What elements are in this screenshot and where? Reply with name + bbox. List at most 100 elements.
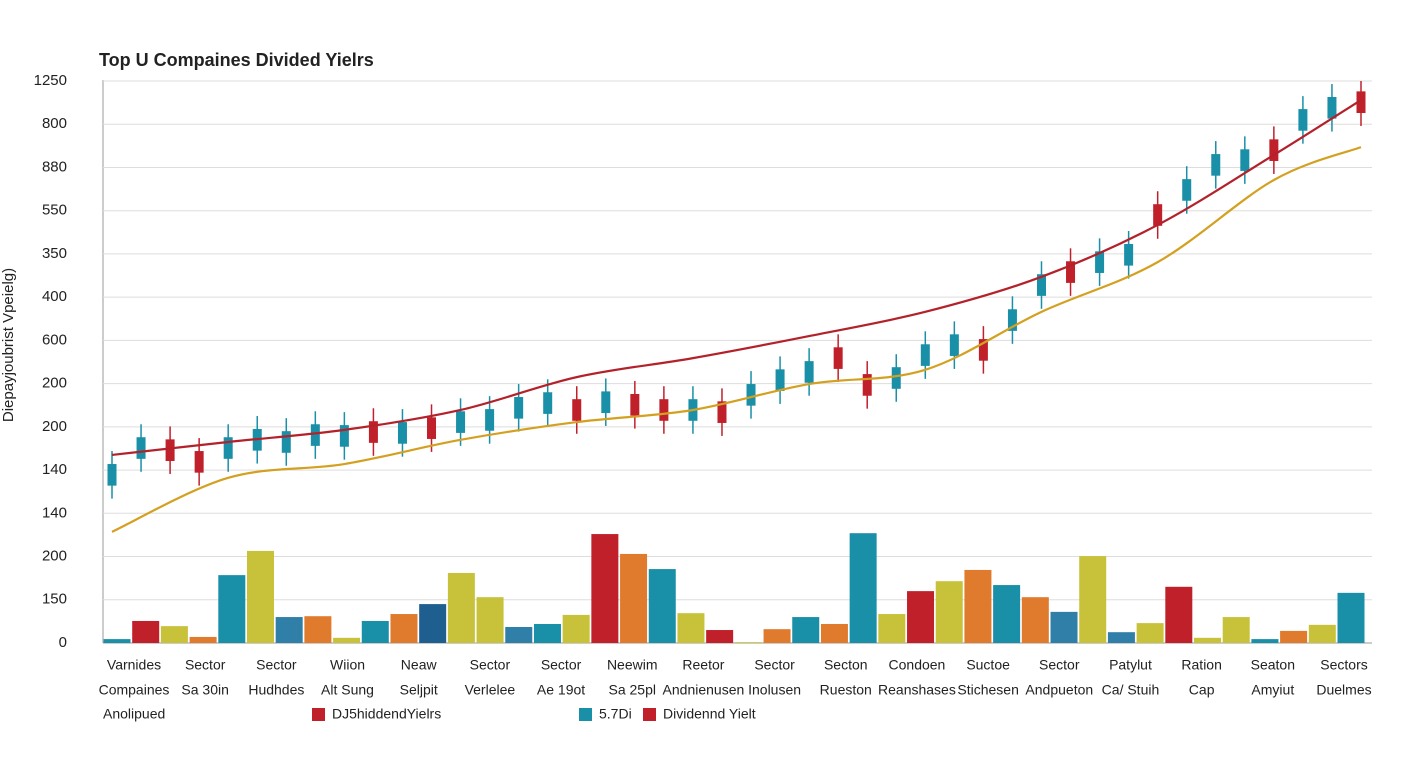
bar xyxy=(878,614,906,643)
candle-body xyxy=(978,339,988,361)
bar xyxy=(447,572,475,643)
x-tick-label: Stichesen xyxy=(957,682,1018,698)
candle-body xyxy=(427,417,437,439)
y-tick-label: 550 xyxy=(42,202,67,219)
candle-body xyxy=(1356,91,1366,113)
x-tick-label: Reanshases xyxy=(878,682,956,698)
y-tick-label: 1250 xyxy=(34,72,67,89)
x-tick-label: Sector xyxy=(256,657,297,673)
x-tick-label: Ration xyxy=(1181,657,1221,673)
y-tick-label: 140 xyxy=(42,461,67,478)
candle-body xyxy=(949,334,959,356)
candle-body xyxy=(1327,96,1337,119)
candle-body xyxy=(1095,251,1105,273)
legend-label: DJ5hiddendYielrs xyxy=(332,706,441,722)
x-tick-label: Andpueton xyxy=(1025,682,1093,698)
candle-body xyxy=(543,392,553,414)
x-tick-label: Sector xyxy=(754,657,795,673)
candle-body xyxy=(281,431,291,453)
candle-body xyxy=(194,451,204,473)
bar xyxy=(935,581,963,643)
x-tick-label: Seljpit xyxy=(400,682,438,698)
x-tick-label: Sector xyxy=(470,657,511,673)
candle-body xyxy=(659,399,669,421)
candle-body xyxy=(1182,179,1192,201)
x-tick-label: Sa 25pl xyxy=(608,682,655,698)
x-tick-label: Patylut xyxy=(1109,657,1152,673)
y-tick-label: 600 xyxy=(42,331,67,348)
candle-body xyxy=(1036,274,1046,296)
bar xyxy=(1079,556,1107,643)
y-tick-label: 800 xyxy=(42,115,67,132)
bar xyxy=(333,637,361,643)
x-tick-label: Duelmes xyxy=(1316,682,1371,698)
x-tick-label: Wiion xyxy=(330,657,365,673)
y-tick-label: 200 xyxy=(42,375,67,392)
y-tick-label: 200 xyxy=(42,548,67,565)
candle-body xyxy=(630,393,640,416)
bar xyxy=(562,614,590,643)
x-tick-label: Sectors xyxy=(1320,657,1367,673)
x-tick-label: Sector xyxy=(185,657,226,673)
bar xyxy=(218,575,246,643)
x-tick-label: Cap xyxy=(1189,682,1215,698)
bar xyxy=(964,569,992,643)
x-tick-label: Rueston xyxy=(820,682,872,698)
candle-body xyxy=(833,347,843,369)
bar xyxy=(591,534,619,643)
candle-body xyxy=(920,344,930,366)
bar xyxy=(189,636,217,643)
bar xyxy=(706,630,734,643)
x-tick-label: Sector xyxy=(1039,657,1080,673)
bar xyxy=(1194,637,1222,643)
candle-body xyxy=(746,384,756,406)
legend-label: 5.7Di xyxy=(599,706,632,722)
candle-body xyxy=(1298,109,1308,131)
candle-body xyxy=(572,399,582,421)
candle-body xyxy=(165,439,175,461)
bar xyxy=(763,629,791,643)
trend-line xyxy=(111,99,1362,457)
candle-body xyxy=(514,397,524,419)
bar xyxy=(849,533,877,643)
bar xyxy=(1308,624,1336,643)
bar xyxy=(361,620,389,643)
y-tick-label: 400 xyxy=(42,288,67,305)
x-tick-label: Condoen xyxy=(889,657,946,673)
x-tick-label: Neewim xyxy=(607,657,658,673)
x-tick-label: Compaines xyxy=(99,682,170,698)
bar xyxy=(160,626,188,643)
candle-body xyxy=(1007,309,1017,331)
bar xyxy=(275,617,303,643)
x-tick-label: Andnienusen xyxy=(663,682,745,698)
candle-body xyxy=(485,409,495,431)
legend-swatch xyxy=(643,708,656,721)
x-tick-label: Suctoe xyxy=(966,657,1010,673)
y-tick-label: 200 xyxy=(42,418,67,435)
candle-body xyxy=(107,464,117,486)
x-tick-label: Reetor xyxy=(682,657,724,673)
legend-label: Anolipued xyxy=(103,706,165,722)
x-tick-label: Neaw xyxy=(401,657,438,673)
chart-title: Top U Compaines Divided Yielrs xyxy=(99,50,374,70)
bar xyxy=(1021,597,1049,643)
bar xyxy=(390,614,418,643)
bar xyxy=(1136,623,1164,643)
y-tick-label: 350 xyxy=(42,245,67,262)
bar xyxy=(1107,632,1135,643)
bar xyxy=(792,617,820,643)
x-tick-label: Verlelee xyxy=(465,682,516,698)
candle-body xyxy=(775,369,785,391)
bar xyxy=(993,585,1021,643)
bar xyxy=(1165,586,1193,643)
y-tick-label: 880 xyxy=(42,158,67,175)
y-axis-label: Diepayjoubrist Vpeielg) xyxy=(0,268,17,422)
bar xyxy=(820,623,848,643)
bar xyxy=(620,553,648,643)
legend-swatch xyxy=(312,708,325,721)
bar xyxy=(476,597,504,643)
x-tick-label: Ae 19ot xyxy=(537,682,585,698)
candle-body xyxy=(456,411,466,433)
candle-body xyxy=(310,424,320,446)
candle-body xyxy=(223,437,233,459)
